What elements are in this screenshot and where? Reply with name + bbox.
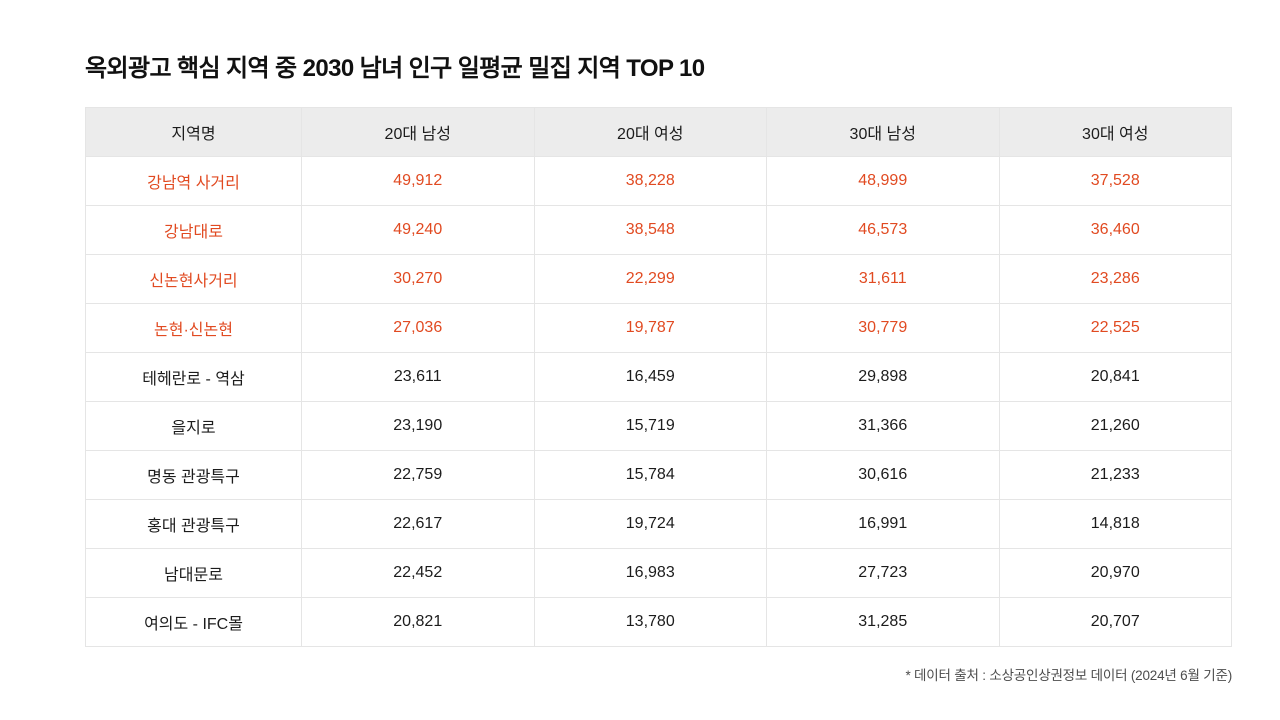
page-title: 옥외광고 핵심 지역 중 2030 남녀 인구 일평균 밀집 지역 TOP 10 xyxy=(85,55,705,82)
region-cell: 여의도 - IFC몰 xyxy=(85,597,302,647)
region-cell: 논현·신논현 xyxy=(85,303,302,353)
table-row: 홍대 관광특구 22,617 19,724 16,991 14,818 xyxy=(85,499,1232,549)
value-cell: 20,821 xyxy=(301,597,535,647)
value-cell: 19,787 xyxy=(533,303,767,353)
value-cell: 31,366 xyxy=(766,401,1000,451)
value-cell: 22,525 xyxy=(998,303,1232,353)
value-cell: 19,724 xyxy=(533,499,767,549)
value-cell: 48,999 xyxy=(766,156,1000,206)
value-cell: 22,452 xyxy=(301,548,535,598)
value-cell: 23,286 xyxy=(998,254,1232,304)
value-cell: 13,780 xyxy=(533,597,767,647)
value-cell: 31,285 xyxy=(766,597,1000,647)
value-cell: 15,719 xyxy=(533,401,767,451)
value-cell: 29,898 xyxy=(766,352,1000,402)
value-cell: 30,616 xyxy=(766,450,1000,500)
table-row: 테헤란로 - 역삼 23,611 16,459 29,898 20,841 xyxy=(85,352,1232,402)
table-row: 논현·신논현 27,036 19,787 30,779 22,525 xyxy=(85,303,1232,353)
value-cell: 16,991 xyxy=(766,499,1000,549)
header-row: 지역명 20대 남성 20대 여성 30대 남성 30대 여성 xyxy=(85,107,1232,157)
value-cell: 36,460 xyxy=(998,205,1232,255)
region-cell: 강남역 사거리 xyxy=(85,156,302,206)
value-cell: 15,784 xyxy=(533,450,767,500)
region-cell: 을지로 xyxy=(85,401,302,451)
value-cell: 21,233 xyxy=(998,450,1232,500)
value-cell: 30,779 xyxy=(766,303,1000,353)
value-cell: 14,818 xyxy=(998,499,1232,549)
column-header: 30대 남성 xyxy=(766,107,1000,157)
region-cell: 홍대 관광특구 xyxy=(85,499,302,549)
table-row: 남대문로 22,452 16,983 27,723 20,970 xyxy=(85,548,1232,598)
value-cell: 22,617 xyxy=(301,499,535,549)
value-cell: 49,912 xyxy=(301,156,535,206)
value-cell: 22,759 xyxy=(301,450,535,500)
column-header: 20대 남성 xyxy=(301,107,535,157)
value-cell: 16,983 xyxy=(533,548,767,598)
table-row: 신논현사거리 30,270 22,299 31,611 23,286 xyxy=(85,254,1232,304)
table-row: 을지로 23,190 15,719 31,366 21,260 xyxy=(85,401,1232,451)
table-row: 여의도 - IFC몰 20,821 13,780 31,285 20,707 xyxy=(85,597,1232,647)
value-cell: 23,190 xyxy=(301,401,535,451)
column-header: 30대 여성 xyxy=(998,107,1232,157)
value-cell: 16,459 xyxy=(533,352,767,402)
density-table: 지역명 20대 남성 20대 여성 30대 남성 30대 여성 강남역 사거리 49,91… xyxy=(85,107,1232,647)
value-cell: 49,240 xyxy=(301,205,535,255)
value-cell: 37,528 xyxy=(998,156,1232,206)
value-cell: 21,260 xyxy=(998,401,1232,451)
value-cell: 27,723 xyxy=(766,548,1000,598)
region-cell: 강남대로 xyxy=(85,205,302,255)
value-cell: 27,036 xyxy=(301,303,535,353)
value-cell: 20,707 xyxy=(998,597,1232,647)
value-cell: 22,299 xyxy=(533,254,767,304)
data-source-footnote: * 데이터 출처 : 소상공인상권정보 데이터 (2024년 6월 기준) xyxy=(905,668,1232,683)
value-cell: 23,611 xyxy=(301,352,535,402)
value-cell: 38,228 xyxy=(533,156,767,206)
table-row: 명동 관광특구 22,759 15,784 30,616 21,233 xyxy=(85,450,1232,500)
value-cell: 20,841 xyxy=(998,352,1232,402)
value-cell: 38,548 xyxy=(533,205,767,255)
region-cell: 신논현사거리 xyxy=(85,254,302,304)
column-header: 20대 여성 xyxy=(533,107,767,157)
value-cell: 30,270 xyxy=(301,254,535,304)
value-cell: 46,573 xyxy=(766,205,1000,255)
region-cell: 테헤란로 - 역삼 xyxy=(85,352,302,402)
region-cell: 명동 관광특구 xyxy=(85,450,302,500)
value-cell: 20,970 xyxy=(998,548,1232,598)
table-body: 강남역 사거리 49,912 38,228 48,999 37,528 강남대로 49,24… xyxy=(85,156,1232,647)
value-cell: 31,611 xyxy=(766,254,1000,304)
table-header: 지역명 20대 남성 20대 여성 30대 남성 30대 여성 xyxy=(85,107,1232,157)
column-header: 지역명 xyxy=(85,107,302,157)
table-row: 강남대로 49,240 38,548 46,573 36,460 xyxy=(85,205,1232,255)
region-cell: 남대문로 xyxy=(85,548,302,598)
table-row: 강남역 사거리 49,912 38,228 48,999 37,528 xyxy=(85,156,1232,206)
